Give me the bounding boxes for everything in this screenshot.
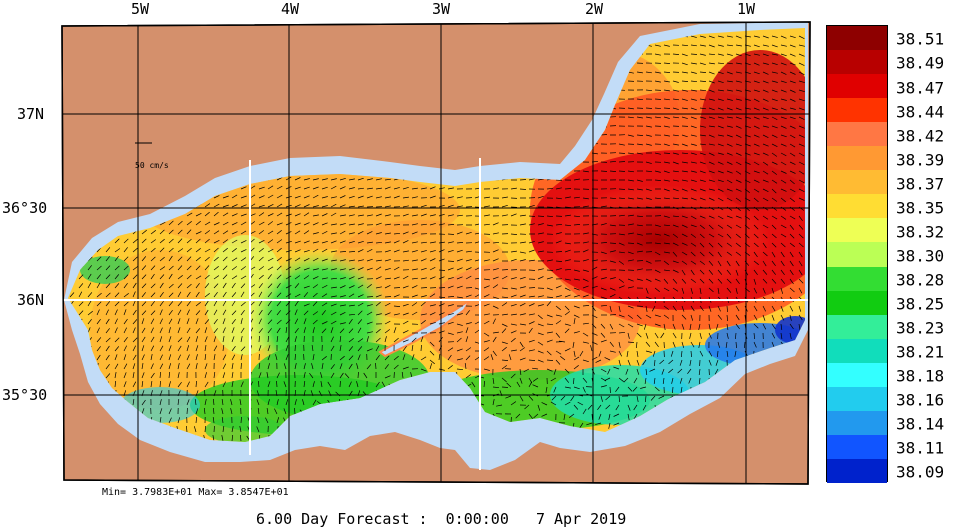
forecast-footer: 6.00 Day Forecast : 0:00:00 7 Apr 2019: [256, 510, 627, 528]
legend-swatch: [827, 266, 887, 292]
lat-label-35-30: 35°30: [2, 386, 48, 404]
color-legend: [826, 25, 888, 484]
legend-label: 38.11: [896, 438, 945, 458]
legend-swatch: [827, 98, 887, 123]
legend-label: 38.35: [896, 198, 945, 218]
lon-label-1w: 1W: [736, 0, 756, 18]
legend-swatch: [827, 458, 887, 484]
lon-label-2w: 2W: [584, 0, 604, 18]
legend-swatch: [827, 242, 887, 268]
legend-swatch: [827, 50, 887, 75]
legend-label: 38.44: [896, 102, 945, 122]
legend-label: 38.51: [896, 29, 945, 49]
lon-label-4w: 4W: [280, 0, 300, 18]
legend-label: 38.32: [896, 222, 945, 242]
legend-label: 38.25: [896, 294, 945, 314]
lat-label-36-30: 36°30: [2, 199, 48, 217]
legend-label: 38.47: [896, 78, 945, 98]
legend-swatch: [827, 338, 887, 364]
legend-label: 38.42: [896, 126, 945, 146]
legend-swatch: [827, 434, 887, 460]
lat-label-36n: 36N: [17, 291, 45, 309]
legend-label: 38.49: [896, 53, 945, 73]
lat-label-37n: 37N: [17, 105, 45, 123]
legend-swatch: [827, 290, 887, 316]
legend-swatch: [827, 194, 887, 219]
legend-swatch: [827, 74, 887, 99]
lon-label-3w: 3W: [431, 0, 451, 18]
legend-label: 38.21: [896, 342, 945, 362]
legend-label: 38.37: [896, 174, 945, 194]
legend-swatch: [827, 386, 887, 412]
legend-label: 38.39: [896, 150, 945, 170]
legend-swatch: [827, 122, 887, 147]
legend-swatch: [827, 362, 887, 388]
lon-label-5w: 5W: [130, 0, 150, 18]
legend-label: 38.28: [896, 270, 945, 290]
legend-label: 38.23: [896, 318, 945, 338]
legend-swatch: [827, 26, 887, 51]
min-max-text: Min= 3.7983E+01 Max= 3.8547E+01: [102, 487, 289, 498]
legend-swatch: [827, 410, 887, 436]
legend-label: 38.09: [896, 462, 945, 482]
legend-label: 38.30: [896, 246, 945, 266]
legend-label: 38.14: [896, 414, 945, 434]
legend-label: 38.18: [896, 366, 945, 386]
legend-swatch: [827, 170, 887, 195]
legend-label: 38.16: [896, 390, 945, 410]
legend-swatch: [827, 314, 887, 340]
scale-label: 50 cm/s: [135, 161, 169, 170]
legend-swatch: [827, 218, 887, 243]
legend-swatch: [827, 146, 887, 171]
